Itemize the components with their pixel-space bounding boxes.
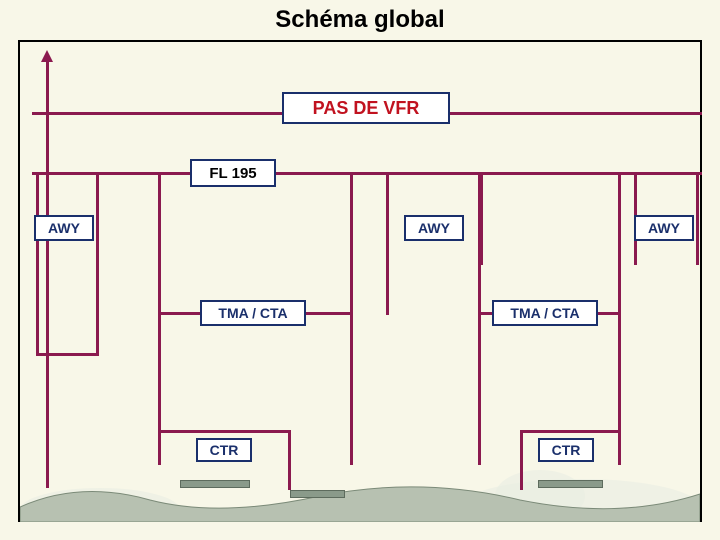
diagram-title: Schéma global (0, 6, 720, 34)
box-fl195-label: FL 195 (209, 165, 256, 182)
line-awy3_r (696, 175, 699, 265)
box-awy2: AWY (404, 215, 464, 241)
line-ctr1_top (158, 430, 288, 433)
box-pas_de_vfr-label: PAS DE VFR (313, 98, 420, 119)
terrain-art (20, 462, 700, 522)
line-awy2_l (386, 175, 389, 315)
line-ctr1_r (288, 430, 291, 490)
line-awy1_bot (36, 353, 99, 356)
box-awy1: AWY (34, 215, 94, 241)
box-tma1-label: TMA / CTA (218, 305, 287, 321)
line-awy1_l (36, 175, 39, 355)
box-tma2-label: TMA / CTA (510, 305, 579, 321)
line-awy1_r (96, 175, 99, 355)
box-awy3: AWY (634, 215, 694, 241)
line-ctr2_l (520, 430, 523, 490)
line-fl195_h (32, 172, 702, 175)
box-ctr2: CTR (538, 438, 594, 462)
line-tma2_r (618, 175, 621, 465)
box-tma2: TMA / CTA (492, 300, 598, 326)
box-tma1: TMA / CTA (200, 300, 306, 326)
box-awy2-label: AWY (418, 220, 450, 236)
box-awy3-label: AWY (648, 220, 680, 236)
box-fl195: FL 195 (190, 159, 276, 187)
ground-bar-1 (290, 490, 345, 498)
box-awy1-label: AWY (48, 220, 80, 236)
box-ctr1-label: CTR (210, 442, 239, 458)
line-tma2_l (478, 175, 481, 465)
line-tma1_r (350, 175, 353, 465)
line-ctr2_top (520, 430, 620, 433)
box-ctr1: CTR (196, 438, 252, 462)
line-vert_axis (46, 58, 49, 488)
ground-bar-0 (180, 480, 250, 488)
ground-bar-2 (538, 480, 603, 488)
line-tma1_l (158, 175, 161, 465)
box-ctr2-label: CTR (552, 442, 581, 458)
axis-arrowhead (41, 50, 53, 62)
box-pas_de_vfr: PAS DE VFR (282, 92, 450, 124)
